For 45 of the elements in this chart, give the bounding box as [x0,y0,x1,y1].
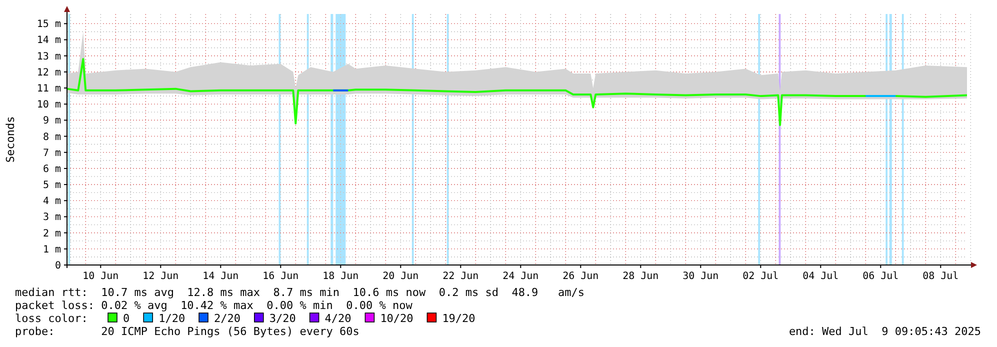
legend-label: 3/20 [269,312,296,325]
y-tick-label: 5 m [42,180,61,192]
y-tick-label: 11 m [36,84,61,95]
legend-label: 4/20 [324,312,352,325]
x-tick-label: 16 Jun [262,271,299,282]
y-axis-title: Seconds [4,116,17,163]
text: median rtt: 10.7 ms avg 12.8 ms max 8.7 ms min 10.6 ms now 0.2 ms sd 48.9 am/s [15,286,585,299]
y-tick-label: 15 m [36,19,61,30]
x-tick-label: 10 Jun [82,271,119,282]
y-tick-label: 9 m [42,116,61,127]
y-tick-label: 4 m [42,196,61,208]
x-tick-label: 22 Jun [442,271,479,282]
y-tick-label: 12 m [36,67,61,78]
x-tick-label: 28 Jun [622,271,659,282]
y-tick-label: 13 m [36,51,61,62]
x-tick-label: 30 Jun [682,271,719,282]
text: end: Wed Jul 9 09:05:43 2025 [788,325,981,338]
text: packet loss: 0.02 % avg 10.42 % max 0.00 % min 0.00 % now [15,299,413,312]
x-tick-label: 24 Jun [502,271,539,282]
legend-title: loss color: [15,312,88,325]
y-tick-label: 1 m [42,244,61,256]
x-tick-label: 06 Jul [862,271,899,282]
y-tick-label: 7 m [42,148,61,159]
legend-label: 10/20 [380,312,414,325]
y-tick-label: 8 m [42,132,61,143]
y-tick-label: 2 m [42,228,61,240]
x-tick-label: 02 Jul [742,271,779,282]
y-tick-label: 3 m [42,212,61,224]
line-series [66,58,968,126]
legend-label: 1/20 [158,312,186,325]
y-tick-label: 10 m [36,100,61,111]
y-tick-label: 0 [54,260,61,272]
text: probe: 20 ICMP Echo Pings (56 Bytes) every 60s [15,325,360,338]
y-tick-label: 6 m [42,164,61,175]
x-tick-label: 04 Jul [802,271,839,282]
x-tick-label: 14 Jun [202,271,239,282]
x-tick-label: 12 Jun [142,271,179,282]
legend-label: 19/20 [442,312,476,325]
x-tick-label: 20 Jun [382,271,419,282]
x-tick-label: 18 Jun [322,271,359,282]
legend-label: 0 [123,312,130,325]
y-tick-label: 14 m [36,35,61,46]
x-tick-label: 08 Jul [922,271,959,282]
x-tick-label: 26 Jun [562,271,599,282]
legend-label: 2/20 [214,312,240,325]
